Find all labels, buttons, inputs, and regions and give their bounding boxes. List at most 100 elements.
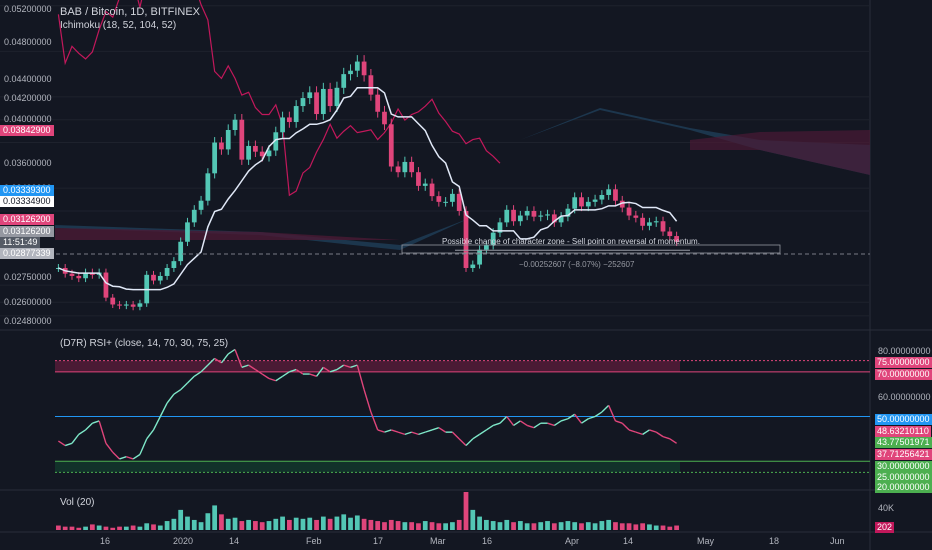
volume-bar [388, 519, 394, 530]
rsi-segment [642, 429, 650, 435]
candle [375, 94, 381, 112]
rsi-segment [322, 366, 331, 373]
rsi-segment [214, 357, 222, 364]
candle [348, 70, 353, 75]
candle [640, 217, 646, 226]
candle [592, 199, 598, 202]
candle [232, 119, 238, 130]
vol-tag: 202 [875, 522, 895, 533]
candle [633, 215, 639, 218]
rsi-tag: 50.00000000 [875, 414, 932, 425]
volume-bar [368, 519, 374, 530]
oversold-band [55, 461, 680, 473]
volume-bar [56, 525, 61, 530]
rsi-segment [560, 418, 569, 422]
volume-bar [484, 519, 489, 530]
rsi-segment [655, 431, 664, 438]
rsi-segment [479, 429, 487, 435]
candle [185, 222, 190, 242]
volume-bar [395, 521, 401, 530]
rsi-tag: 25.00000000 [875, 472, 932, 483]
candle [76, 275, 82, 279]
rsi-segment [356, 364, 365, 390]
rsi-segment [363, 389, 372, 413]
vol-axis-label: 40K [878, 503, 895, 513]
candle [314, 92, 319, 115]
volume-bar [307, 517, 313, 530]
candle [178, 241, 184, 262]
candle [450, 193, 455, 202]
time-axis-label: 17 [373, 536, 384, 546]
volume-bar [178, 509, 184, 530]
volume-bar [606, 519, 612, 530]
rsi-segment [438, 427, 447, 433]
volume-bar [171, 518, 177, 530]
volume-bar [151, 524, 156, 530]
rsi-segment [431, 427, 440, 431]
conversion-line [58, 87, 678, 291]
candle [130, 304, 136, 307]
candle [273, 132, 279, 151]
rsi-segment [574, 413, 583, 424]
candle [239, 119, 245, 160]
volume-bar [416, 523, 421, 530]
candle [320, 88, 326, 115]
price-tag: 11:51:49 [0, 237, 41, 248]
volume-bar [443, 523, 449, 530]
rsi-segment [621, 422, 630, 431]
candle [388, 124, 394, 167]
rsi-segment [289, 368, 297, 373]
rsi-segment [234, 349, 243, 368]
volume-bar [572, 522, 578, 530]
rsi-axis-label: 60.00000000 [878, 392, 931, 402]
volume-bar [538, 522, 544, 530]
rsi-segment [492, 422, 501, 427]
candle [572, 197, 578, 209]
rsi-segment [377, 429, 385, 433]
time-axis-label: Apr [565, 536, 580, 546]
price-axis-label: 0.04000000 [4, 114, 52, 124]
volume-bar [579, 523, 584, 530]
candle [511, 209, 516, 222]
candle [422, 183, 428, 186]
rsi-tag: 48.63210110 [875, 426, 931, 437]
rsi-segment [336, 364, 345, 371]
candle [599, 195, 605, 200]
volume-bar [110, 527, 116, 530]
time-axis-label: 14 [623, 536, 634, 546]
rsi-segment [200, 364, 209, 373]
candle [647, 222, 652, 226]
volume-bar [402, 522, 408, 530]
price-axis-label: 0.02480000 [4, 316, 52, 326]
rsi-segment [370, 411, 379, 431]
volume-bar [259, 522, 265, 530]
rsi-segment [166, 393, 175, 404]
volume-bar [585, 522, 591, 530]
annotation-box [401, 244, 781, 254]
candle [334, 87, 340, 107]
rsi-segment [132, 453, 141, 460]
time-axis-label: Jun [830, 536, 845, 546]
volume-bar [246, 519, 251, 530]
rsi-segment [506, 416, 515, 426]
candle [157, 275, 163, 281]
lagging-span [57, 0, 501, 197]
price-tag: 0.02877339 [0, 248, 54, 259]
volume-bar [497, 522, 503, 530]
volume-bar [436, 523, 442, 530]
candle [613, 189, 618, 201]
rsi-segment [98, 420, 107, 444]
rsi-segment [186, 375, 195, 384]
rsi-segment [329, 368, 338, 373]
candle [293, 106, 299, 123]
rsi-segment [547, 422, 555, 427]
candle [354, 61, 360, 71]
candle [517, 215, 523, 222]
rsi-segment [628, 429, 637, 433]
rsi-tag: 20.00000000 [875, 482, 932, 493]
candle [307, 92, 313, 99]
rsi-segment [119, 456, 127, 460]
candle [395, 166, 401, 173]
rsi-segment [513, 420, 521, 427]
